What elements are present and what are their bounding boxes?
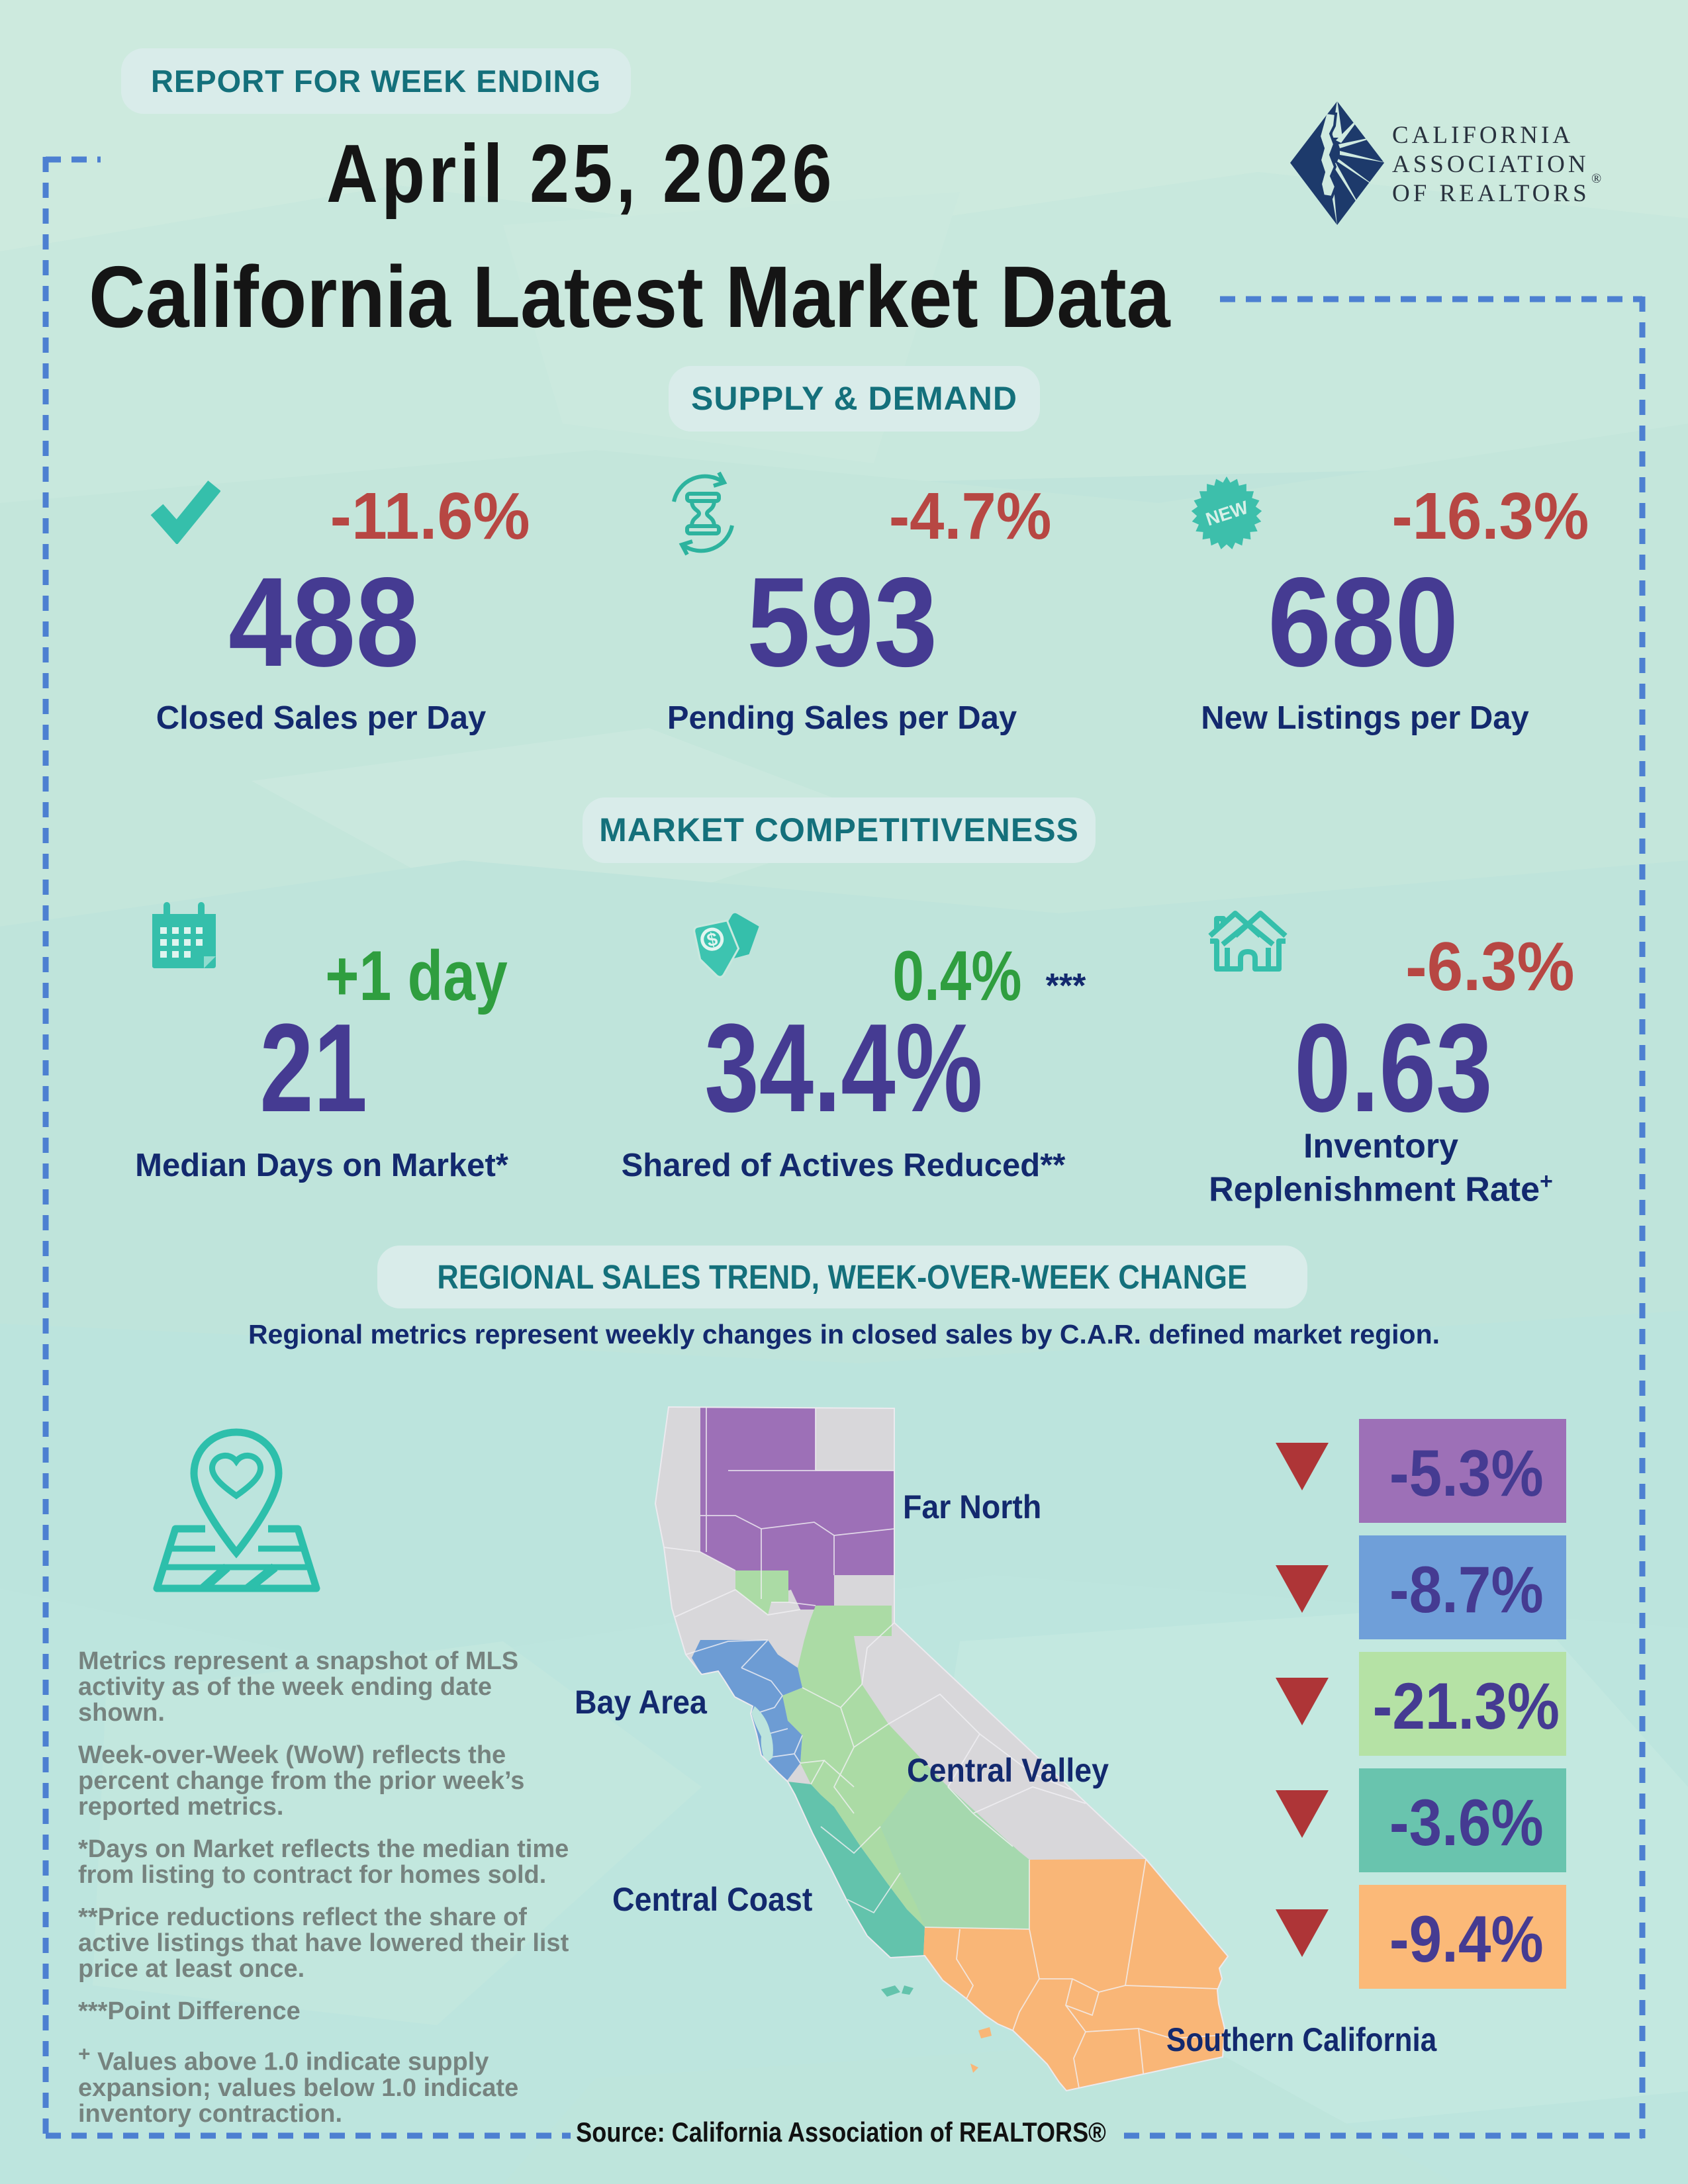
svg-text:ASSOCIATION: ASSOCIATION [1392,151,1589,178]
svg-text:CALIFORNIA: CALIFORNIA [1392,122,1573,149]
svg-text:$: $ [705,929,720,951]
svg-text:®: ® [1591,171,1601,186]
svg-text:OF REALTORS: OF REALTORS [1392,180,1590,207]
